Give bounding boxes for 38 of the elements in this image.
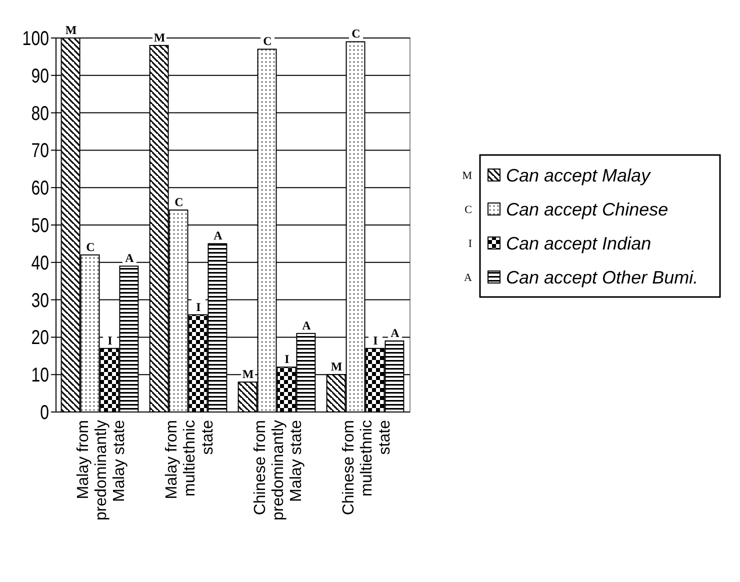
data-label: C — [174, 195, 184, 210]
data-label: I — [284, 352, 290, 366]
data-label: C — [352, 26, 360, 41]
data-label: I — [108, 333, 113, 348]
data-label: M — [242, 367, 254, 382]
text: A — [464, 272, 472, 284]
data-label: A — [390, 326, 400, 340]
y-tick-label: 40 — [31, 252, 49, 274]
legend-label: Can accept Indian — [506, 233, 652, 254]
data-label: A — [125, 251, 134, 266]
text: C — [464, 204, 472, 216]
x-tick-label: Malay from predominantly Malay state — [74, 420, 128, 520]
data-label: C — [263, 34, 272, 48]
data-label: M — [154, 30, 166, 44]
y-tick-label: 90 — [31, 64, 49, 87]
y-tick-label: 60 — [31, 176, 49, 200]
data-label: C — [86, 240, 95, 254]
data-label: M — [330, 360, 342, 374]
data-label: A — [302, 318, 312, 332]
legend-label: Can accept Malay — [506, 165, 652, 186]
y-tick-label: 30 — [31, 289, 49, 312]
y-tick-label: 0 — [40, 401, 49, 424]
y-tick-label: 80 — [31, 102, 49, 124]
data-label: I — [373, 333, 378, 348]
y-tick-label: 20 — [31, 326, 49, 349]
text: M — [462, 170, 472, 182]
y-tick-label: 10 — [31, 364, 49, 386]
text: I — [468, 238, 472, 250]
data-label: A — [214, 228, 223, 243]
y-tick-label: 50 — [31, 214, 49, 236]
x-tick-label: Chinese from multiethnic state — [340, 420, 394, 516]
x-tick-label: Malay from multiethnic state — [163, 420, 216, 500]
y-tick-label: 100 — [22, 27, 49, 50]
legend-label: Can accept Chinese — [506, 199, 668, 220]
legend-label: Can accept Other Bumi. — [506, 267, 698, 288]
data-label: I — [196, 300, 202, 314]
y-tick-label: 70 — [31, 140, 49, 162]
data-label: M — [65, 23, 77, 37]
